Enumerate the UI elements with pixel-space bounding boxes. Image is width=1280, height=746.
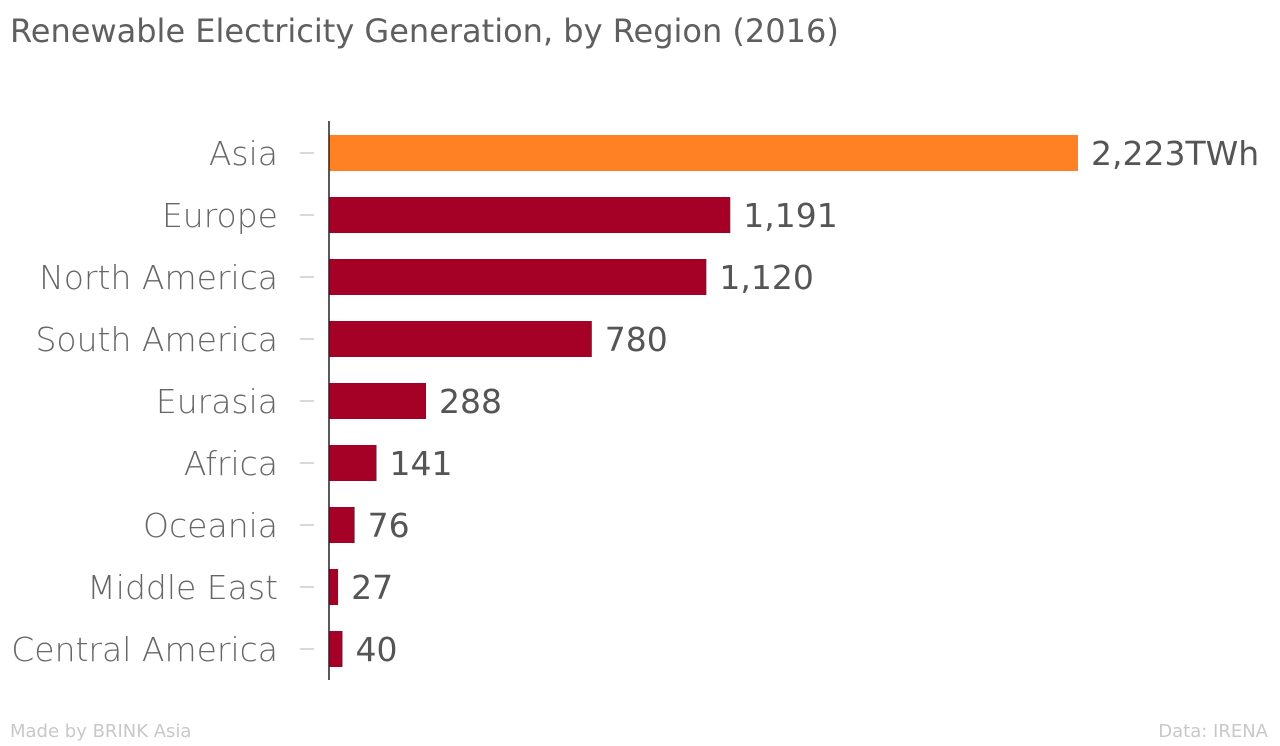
bar-europe	[329, 197, 731, 233]
category-label-eurasia: Eurasia	[156, 382, 278, 421]
value-label-eurasia: 288	[439, 382, 502, 421]
category-label-north-america: North America	[39, 258, 278, 297]
value-label-africa: 141	[390, 444, 453, 483]
bar-oceania	[329, 507, 355, 543]
data-source: Data: IRENA	[1158, 721, 1268, 742]
bar-asia	[329, 135, 1078, 171]
value-label-south-america: 780	[605, 320, 668, 359]
value-label-europe: 1,191	[743, 196, 837, 235]
category-label-europe: Europe	[162, 196, 278, 235]
category-label-africa: Africa	[184, 444, 278, 483]
value-label-north-america: 1,120	[719, 258, 813, 297]
category-label-south-america: South America	[35, 320, 278, 359]
category-label-middle-east: Middle East	[87, 568, 278, 607]
bar-central-america	[329, 631, 343, 667]
bar-north-america	[329, 259, 707, 295]
bar-middle-east	[329, 569, 339, 605]
value-label-middle-east: 27	[351, 568, 393, 607]
category-label-asia: Asia	[209, 134, 278, 173]
chart-title: Renewable Electricity Generation, by Reg…	[10, 12, 839, 50]
value-label-oceania: 76	[368, 506, 410, 545]
bar-south-america	[329, 321, 592, 357]
made-by-credit: Made by BRINK Asia	[10, 721, 192, 742]
bar-africa	[329, 445, 377, 481]
category-label-oceania: Oceania	[143, 506, 278, 545]
value-label-asia: 2,223TWh	[1091, 134, 1259, 173]
bar-eurasia	[329, 383, 427, 419]
category-label-central-america: Central America	[11, 630, 278, 669]
value-label-central-america: 40	[355, 630, 397, 669]
